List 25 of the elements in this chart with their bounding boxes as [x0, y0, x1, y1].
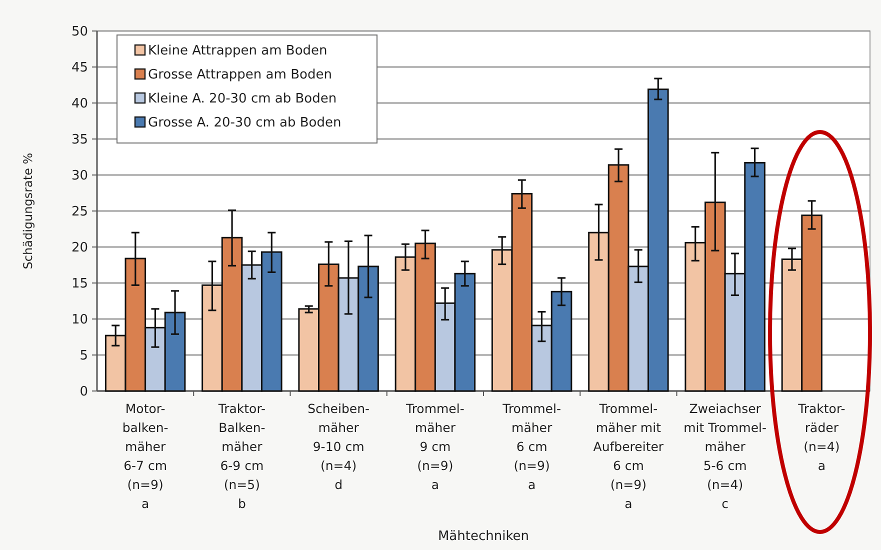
y-tick-label: 10	[71, 312, 88, 328]
y-tick-label: 35	[71, 132, 88, 148]
legend-label: Kleine Attrappen am Boden	[148, 44, 328, 59]
legend-label: Kleine A. 20-30 cm ab Boden	[148, 92, 337, 107]
y-axis-title: Schädigungsrate %	[21, 152, 35, 270]
x-tick-label: Motor- balken- mäher 6-7 cm (n=9) a	[122, 401, 168, 511]
x-tick-label: Traktor- Balken- mäher 6-9 cm (n=5) b	[217, 401, 266, 511]
y-tick-label: 45	[71, 60, 88, 76]
y-tick-label: 40	[71, 96, 88, 112]
legend-label: Grosse Attrappen am Boden	[148, 68, 332, 83]
y-tick-label: 15	[71, 276, 88, 292]
x-tick-label: Trommel- mäher 6 cm (n=9) a	[502, 401, 561, 492]
x-tick-label: Traktor- räder (n=4) a	[797, 401, 846, 473]
y-tick-label: 50	[71, 24, 88, 40]
y-tick-label: 20	[71, 240, 88, 256]
y-tick-label: 5	[80, 348, 88, 364]
y-tick-label: 0	[80, 384, 88, 400]
x-axis-title: Mähtechniken	[438, 529, 530, 544]
x-tick-label: Trommel- mäher mit Aufbereiter 6 cm (n=9) a	[593, 401, 664, 511]
x-tick-label: Zweiachser mit Trommel- mäher 5-6 cm (n=4) c	[684, 401, 766, 511]
x-tick-label: Trommel- mäher 9 cm (n=9) a	[405, 401, 464, 492]
y-tick-label: 30	[71, 168, 88, 184]
legend-label: Grosse A. 20-30 cm ab Boden	[148, 116, 342, 131]
y-tick-label: 25	[71, 204, 88, 220]
x-tick-label: Scheiben- mäher 9-10 cm (n=4) d	[308, 401, 370, 492]
